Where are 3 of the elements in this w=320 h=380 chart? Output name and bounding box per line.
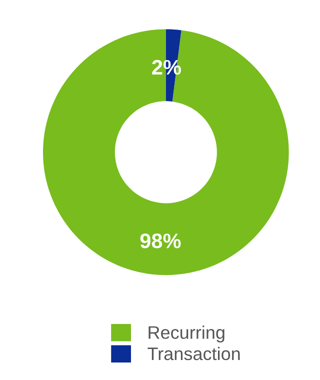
legend-label: Recurring — [148, 326, 224, 342]
legend-label: Transaction — [148, 346, 240, 360]
data-label: 98% — [140, 234, 181, 248]
